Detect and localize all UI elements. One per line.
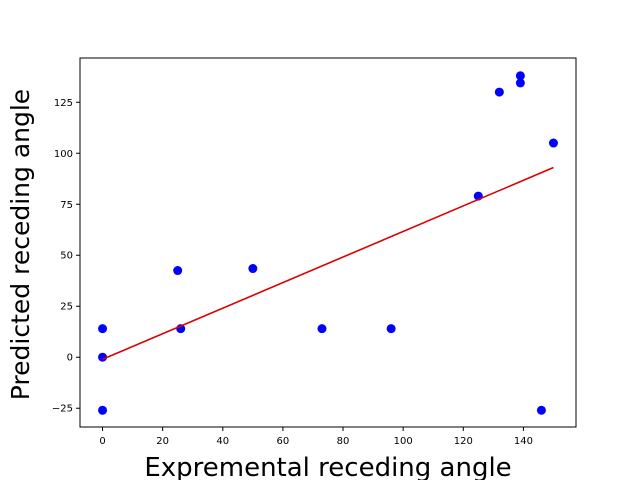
- data-point: [98, 352, 108, 362]
- x-tick-label: 120: [454, 436, 473, 447]
- y-tick-label: 125: [54, 98, 73, 109]
- data-point: [494, 87, 504, 97]
- y-tick-label: 25: [60, 302, 73, 313]
- y-tick-label: 0: [67, 353, 73, 364]
- data-point: [248, 264, 258, 274]
- x-tick-label: 60: [277, 436, 290, 447]
- y-tick-label: 100: [54, 149, 73, 160]
- x-tick-label: 40: [216, 436, 229, 447]
- x-tick-label: 100: [394, 436, 413, 447]
- x-tick-label: 80: [337, 436, 350, 447]
- axis-ticks: 0 20 40 60 80 100 120 140 −25 0 25 50 75 100 125: [52, 98, 533, 447]
- x-tick-label: 140: [514, 436, 533, 447]
- data-point: [515, 71, 525, 81]
- data-point: [173, 266, 183, 276]
- data-point: [548, 138, 558, 148]
- fit-line: [102, 166, 554, 361]
- data-point: [98, 324, 108, 334]
- y-axis-label: Predicted receding angle: [6, 89, 35, 400]
- data-point: [386, 324, 396, 334]
- y-tick-label: 75: [60, 200, 73, 211]
- y-tick-label: 50: [60, 251, 73, 262]
- data-point: [98, 405, 108, 415]
- data-point: [317, 324, 327, 334]
- plot-area: [98, 71, 558, 415]
- x-tick-label: 0: [99, 436, 105, 447]
- y-tick-label: −25: [52, 404, 73, 415]
- x-axis-label: Expremental receding angle: [144, 453, 511, 480]
- data-point: [515, 78, 525, 88]
- plot-frame: [79, 57, 577, 428]
- x-tick-label: 20: [156, 436, 169, 447]
- data-point: [536, 405, 546, 415]
